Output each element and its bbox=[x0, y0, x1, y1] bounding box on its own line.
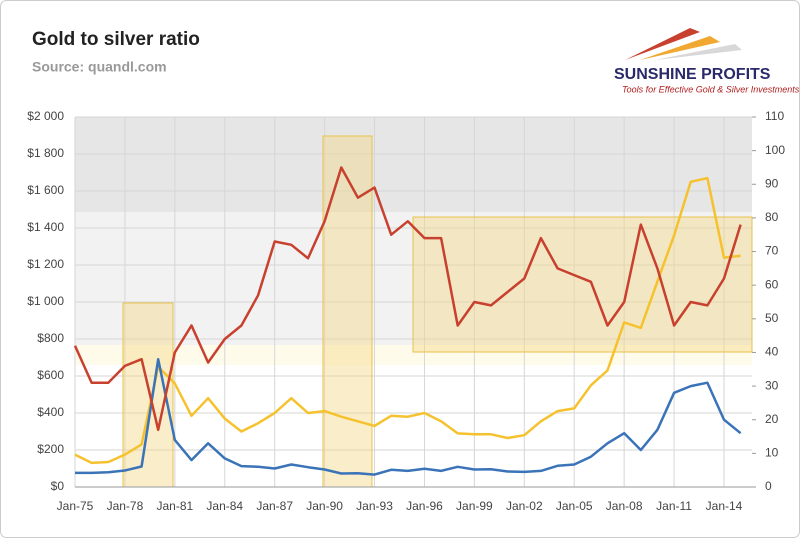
y2-tick-label: 30 bbox=[765, 378, 779, 392]
chart-title: Gold to silver ratio bbox=[32, 29, 200, 50]
x-tick-label: Jan-75 bbox=[57, 499, 94, 513]
x-tick-label: Jan-90 bbox=[306, 499, 343, 513]
y-tick-label: $800 bbox=[37, 331, 64, 345]
data-line bbox=[74, 176, 741, 465]
band-low bbox=[75, 345, 752, 365]
highlight-box bbox=[412, 216, 753, 353]
x-tick-label: Jan-08 bbox=[606, 499, 643, 513]
x-tick-label: Jan-14 bbox=[706, 499, 743, 513]
x-tick-label: Jan-11 bbox=[656, 499, 692, 513]
logo-ray bbox=[625, 28, 700, 60]
x-tick-label: Jan-78 bbox=[107, 499, 144, 513]
x-tick-label: Jan-93 bbox=[356, 499, 393, 513]
y-tick-label: $2 000 bbox=[27, 109, 64, 123]
band-top bbox=[75, 117, 752, 212]
data-line bbox=[75, 357, 742, 476]
y2-tick-label: 100 bbox=[765, 143, 785, 157]
y-tick-label: $1 800 bbox=[27, 146, 64, 160]
y-tick-label: $0 bbox=[51, 479, 65, 493]
y-tick-label: $400 bbox=[37, 405, 64, 419]
y-tick-label: $1 200 bbox=[27, 257, 64, 271]
y-tick-label: $1 600 bbox=[27, 183, 64, 197]
y2-tick-label: 80 bbox=[765, 210, 779, 224]
y-tick-label: $1 400 bbox=[27, 220, 64, 234]
highlight-box bbox=[322, 135, 373, 488]
y2-tick-label: 110 bbox=[765, 109, 784, 123]
y-tick-label: $1 000 bbox=[27, 294, 64, 308]
x-tick-label: Jan-05 bbox=[556, 499, 593, 513]
lines bbox=[73, 166, 742, 476]
grid bbox=[74, 116, 752, 488]
x-tick-label: Jan-96 bbox=[406, 499, 443, 513]
y2-tick-label: 90 bbox=[765, 176, 779, 190]
chart-subtitle: Source: quandl.com bbox=[32, 59, 167, 75]
y2-tick-label: 70 bbox=[765, 244, 779, 258]
y2-tick-label: 0 bbox=[765, 479, 772, 493]
x-tick-label: Jan-99 bbox=[456, 499, 493, 513]
x-tick-label: Jan-84 bbox=[206, 499, 243, 513]
y2-tick-label: 60 bbox=[765, 277, 779, 291]
y2-tick-label: 20 bbox=[765, 412, 779, 426]
y-tick-label: $200 bbox=[37, 442, 64, 456]
logo-tagline: Tools for Effective Gold & Silver Invest… bbox=[622, 84, 800, 94]
logo-ray bbox=[655, 44, 742, 60]
y2-tick-label: 50 bbox=[765, 311, 779, 325]
logo-name: SUNSHINE PROFITS bbox=[614, 66, 771, 83]
x-tick-label: Jan-87 bbox=[256, 499, 293, 513]
logo-ray bbox=[640, 36, 720, 60]
x-tick-label: Jan-02 bbox=[506, 499, 543, 513]
data-line bbox=[73, 166, 742, 432]
x-tick-label: Jan-81 bbox=[156, 499, 193, 513]
y2-tick-label: 10 bbox=[765, 446, 779, 460]
y-tick-label: $600 bbox=[37, 368, 64, 382]
y2-tick-label: 40 bbox=[765, 345, 779, 359]
